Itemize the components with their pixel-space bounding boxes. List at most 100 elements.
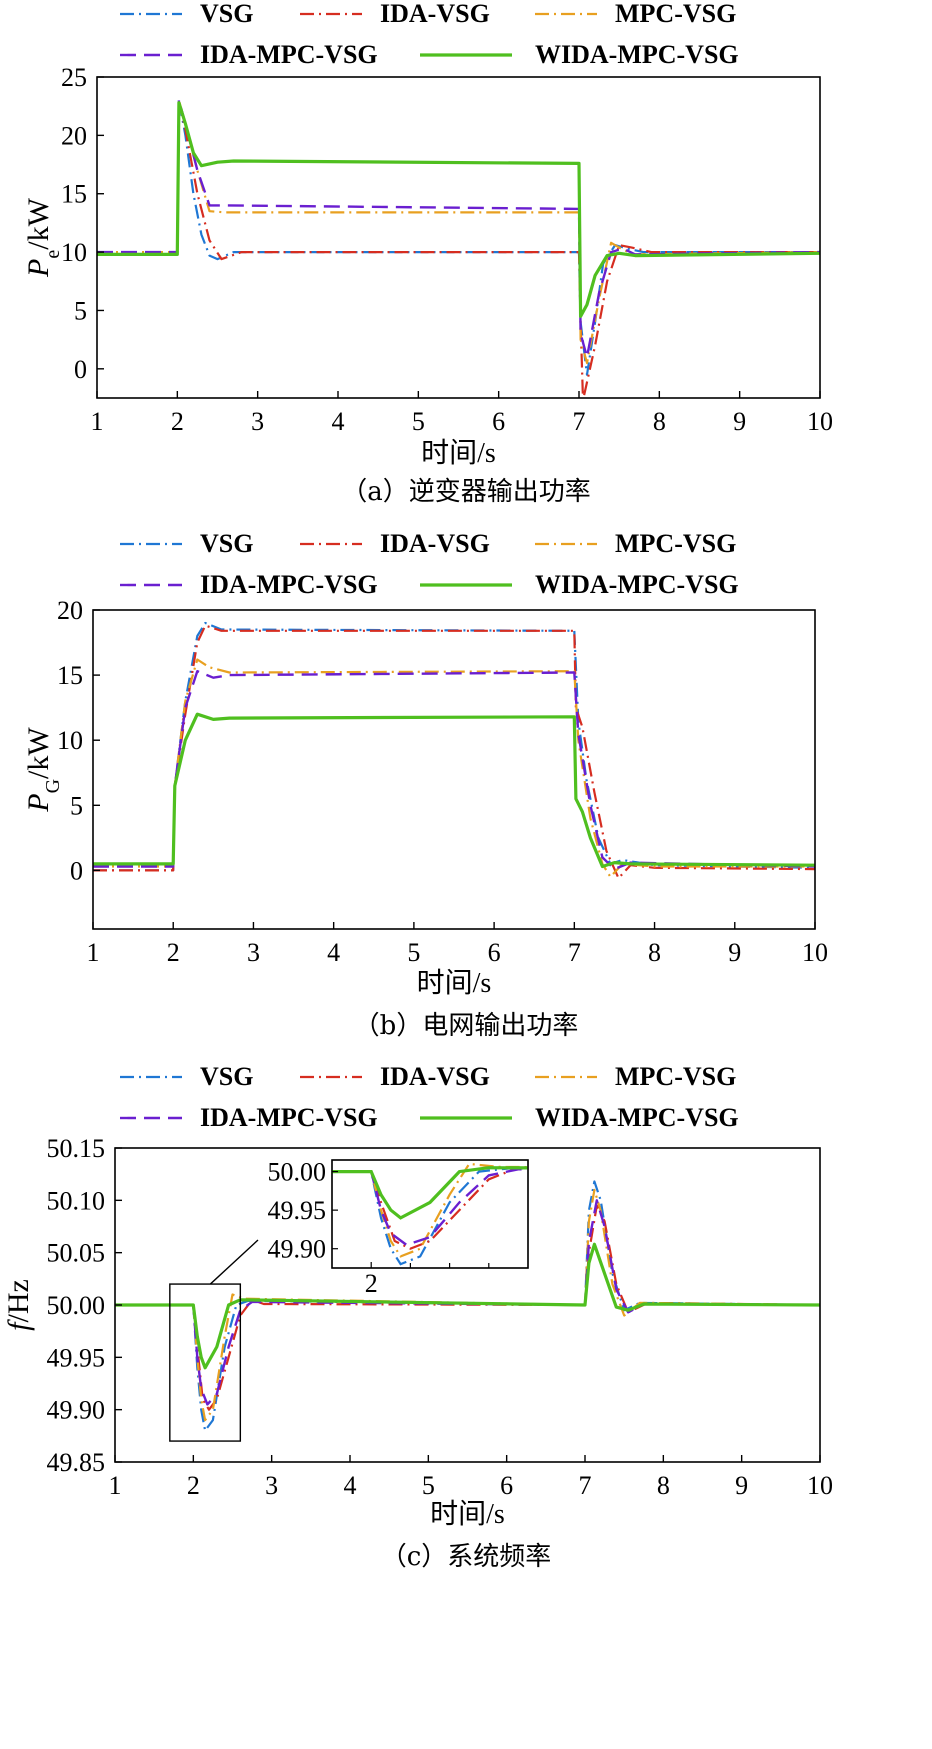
- y-tick-label: 0: [70, 856, 83, 885]
- x-tick-label: 9: [735, 1471, 748, 1500]
- x-axis-label: 时间/s: [417, 967, 492, 999]
- series-line-ida-vsg: [93, 624, 815, 880]
- legend-entry-wida-mpc-vsg: WIDA-MPC-VSG: [420, 40, 739, 69]
- legend-label: MPC-VSG: [615, 0, 736, 28]
- inset-y-tick-label: 49.95: [268, 1196, 327, 1225]
- x-axis-label: 时间/s: [421, 437, 496, 469]
- y-axis-unit: /kW: [22, 197, 55, 249]
- x-tick-label: 8: [648, 938, 661, 967]
- x-tick-label: 1: [91, 407, 104, 436]
- x-tick-label: 5: [407, 938, 420, 967]
- zoom-connector-line: [209, 1239, 259, 1285]
- legend-label: VSG: [200, 0, 253, 28]
- panel-caption: （c）系统频率: [381, 1542, 552, 1572]
- y-tick-label: 25: [61, 63, 87, 92]
- legend-label: VSG: [200, 529, 253, 558]
- x-tick-label: 3: [265, 1471, 278, 1500]
- inset-series-line-wida-mpc-vsg: [332, 1166, 528, 1220]
- y-tick-label: 15: [57, 661, 83, 690]
- inset-series-group: [332, 1162, 528, 1266]
- y-tick-label: 20: [57, 596, 83, 625]
- legend-label: IDA-VSG: [380, 0, 490, 28]
- legend-label: WIDA-MPC-VSG: [535, 40, 739, 69]
- x-tick-label: 4: [327, 938, 340, 967]
- legend-label: VSG: [200, 1062, 253, 1091]
- series-line-vsg: [97, 99, 820, 376]
- legend-entry-vsg: VSG: [120, 529, 253, 558]
- legend-entry-ida-mpc-vsg: IDA-MPC-VSG: [120, 570, 378, 599]
- x-tick-label: 1: [109, 1471, 122, 1500]
- y-axis-unit: /Hz: [2, 1279, 35, 1322]
- y-tick-label: 5: [74, 296, 87, 325]
- series-group: [115, 1180, 820, 1432]
- x-tick-label: 8: [653, 407, 666, 436]
- series-line-vsg: [93, 621, 815, 872]
- series-line-wida-mpc-vsg: [93, 712, 815, 869]
- panel-caption: （b）电网输出功率: [354, 1011, 579, 1041]
- legend-entry-ida-vsg: IDA-VSG: [300, 0, 490, 28]
- series-line-ida-mpc-vsg: [115, 1199, 820, 1406]
- legend-label: IDA-VSG: [380, 529, 490, 558]
- legend-label: IDA-MPC-VSG: [200, 570, 378, 599]
- y-tick-label: 50.15: [47, 1134, 106, 1163]
- x-tick-label: 5: [422, 1471, 435, 1500]
- legend-label: WIDA-MPC-VSG: [535, 1103, 739, 1132]
- series-line-wida-mpc-vsg: [97, 101, 820, 318]
- x-tick-label: 10: [807, 1471, 833, 1500]
- y-axis-label: Pe/kW: [22, 197, 64, 278]
- legend-label: IDA-MPC-VSG: [200, 1103, 378, 1132]
- series-group: [93, 621, 815, 880]
- y-axis-subscript: e: [42, 250, 64, 259]
- legend-entry-mpc-vsg: MPC-VSG: [535, 0, 736, 28]
- x-tick-label: 4: [332, 407, 345, 436]
- series-line-mpc-vsg: [93, 658, 815, 878]
- series-line-ida-vsg: [115, 1204, 820, 1411]
- legend-entry-vsg: VSG: [120, 1062, 253, 1091]
- y-tick-label: 0: [74, 355, 87, 384]
- legend-entry-mpc-vsg: MPC-VSG: [535, 1062, 736, 1091]
- legend-entry-ida-vsg: IDA-VSG: [300, 1062, 490, 1091]
- x-tick-label: 2: [171, 407, 184, 436]
- legend-label: IDA-MPC-VSG: [200, 40, 378, 69]
- plot-frame: [96, 76, 821, 399]
- x-tick-label: 3: [247, 938, 260, 967]
- inset-frame: [331, 1159, 529, 1269]
- x-tick-label: 10: [807, 407, 833, 436]
- x-tick-label: 1: [87, 938, 100, 967]
- panel-b-power-grid: VSG IDA-VSG MPC-VSG IDA-MPC-VSG WIDA-MPC-VSG…: [22, 529, 828, 1041]
- x-tick-label: 6: [500, 1471, 513, 1500]
- legend-label: IDA-VSG: [380, 1062, 490, 1091]
- x-tick-label: 7: [579, 1471, 592, 1500]
- inset-y-tick-label: 49.90: [268, 1235, 327, 1264]
- y-tick-label: 50.05: [47, 1239, 106, 1268]
- zoom-region-box: [169, 1283, 242, 1442]
- y-axis-symbol: P: [22, 259, 55, 278]
- x-tick-label: 2: [187, 1471, 200, 1500]
- series-line-wida-mpc-vsg: [115, 1242, 820, 1370]
- y-axis-symbol: P: [22, 793, 55, 812]
- inset-x-tick-label: 2: [365, 1269, 378, 1298]
- x-tick-label: 9: [733, 407, 746, 436]
- x-tick-label: 8: [657, 1471, 670, 1500]
- y-axis-label: PG/kW: [22, 727, 64, 813]
- x-tick-label: 9: [728, 938, 741, 967]
- series-line-ida-vsg: [97, 99, 820, 398]
- legend-label: WIDA-MPC-VSG: [535, 570, 739, 599]
- y-tick-label: 50.10: [47, 1186, 106, 1215]
- legend-entry-ida-mpc-vsg: IDA-MPC-VSG: [120, 1103, 378, 1132]
- x-tick-label: 7: [573, 407, 586, 436]
- legend-entry-vsg: VSG: [120, 0, 253, 28]
- legend-entry-ida-mpc-vsg: IDA-MPC-VSG: [120, 40, 378, 69]
- legend-entry-ida-vsg: IDA-VSG: [300, 529, 490, 558]
- y-tick-label: 10: [57, 726, 83, 755]
- x-tick-label: 6: [492, 407, 505, 436]
- x-tick-label: 6: [488, 938, 501, 967]
- y-tick-label: 50.00: [47, 1291, 106, 1320]
- y-tick-label: 20: [61, 121, 87, 150]
- x-tick-label: 5: [412, 407, 425, 436]
- y-axis-subscript: G: [42, 779, 64, 793]
- series-line-mpc-vsg: [97, 99, 820, 365]
- panel-caption: （a）逆变器输出功率: [341, 477, 591, 507]
- y-tick-label: 15: [61, 180, 87, 209]
